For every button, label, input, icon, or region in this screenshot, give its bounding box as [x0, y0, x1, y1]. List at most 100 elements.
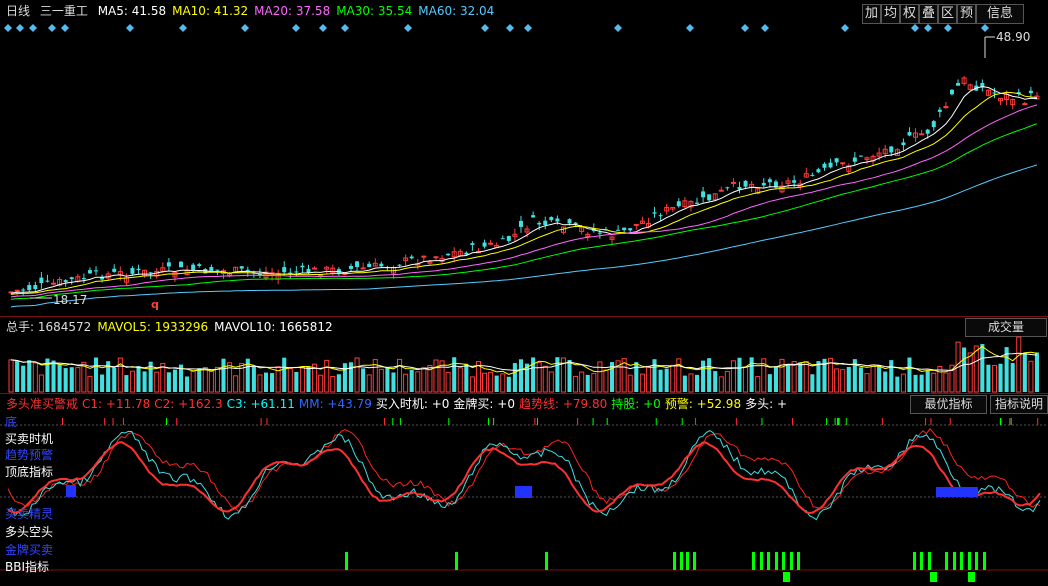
indicator-label: 趋势预警: [5, 448, 54, 462]
candle-body: [506, 236, 511, 241]
indicator-line: [7, 430, 1041, 521]
candle-body: [567, 219, 572, 224]
signal-diamond: [4, 24, 12, 32]
candle-body: [695, 202, 700, 204]
volume-bar: [112, 367, 117, 392]
volume-bar: [100, 374, 105, 392]
buy-signal-bar: [782, 552, 785, 570]
volume-bar: [542, 365, 548, 393]
volume-bar: [810, 374, 815, 392]
toolbar-button[interactable]: 权: [900, 4, 919, 24]
candle-body: [834, 158, 839, 163]
volume-bar: [895, 376, 900, 392]
indicator-label: 顶底指标: [5, 465, 54, 479]
volume-bar: [208, 371, 214, 393]
candle-body: [773, 181, 778, 188]
signal-block: [66, 485, 76, 497]
volume-bar: [336, 374, 341, 392]
indicator-help-button[interactable]: 指标说明: [990, 395, 1048, 414]
volume-bar: [652, 359, 657, 392]
signal-marker: q: [151, 298, 159, 311]
buy-signal-bar: [790, 552, 793, 570]
buy-signal-bar: [953, 552, 956, 570]
toolbar-button[interactable]: 信息: [976, 4, 1024, 24]
signal-diamond: [61, 24, 69, 32]
candle-body: [701, 191, 706, 198]
volume-bar: [925, 370, 930, 392]
volume-bar: [889, 360, 894, 392]
volume-bar: [378, 368, 384, 393]
toolbar-button[interactable]: 区: [938, 4, 957, 24]
indicator-label: 多头空头: [5, 525, 54, 539]
candle-body: [537, 222, 542, 225]
volume-indicator-separator: [0, 393, 1048, 394]
volume-bar: [142, 371, 147, 392]
volume-bar: [190, 371, 196, 393]
volume-bar: [973, 345, 979, 393]
volume-bar: [385, 367, 390, 392]
candle-body: [288, 272, 293, 274]
volume-bar: [15, 361, 20, 392]
volume-bar: [870, 364, 876, 393]
volume-bar: [312, 363, 318, 393]
volume-bar: [688, 373, 694, 393]
volume-bar: [1010, 363, 1015, 392]
volume-bar: [299, 366, 305, 393]
candle-body: [822, 163, 827, 168]
toolbar-button[interactable]: 叠: [919, 4, 938, 24]
candle-body: [348, 265, 353, 269]
volume-average-line: [10, 352, 1038, 372]
candle-body: [470, 243, 475, 245]
volume-bar: [658, 369, 663, 392]
volume-bar: [354, 357, 360, 393]
candle-body: [524, 228, 530, 233]
candle-body: [1028, 90, 1033, 94]
volume-bar: [361, 368, 366, 392]
ma-legend: MA5: 41.58 MA10: 41.32 MA20: 37.58 MA30: 35…: [98, 4, 501, 18]
volume-bar: [117, 357, 123, 393]
candle-body: [172, 271, 178, 278]
candle-body: [943, 106, 949, 109]
volume-bar: [767, 374, 772, 392]
buy-signal-bar: [345, 552, 348, 570]
volume-bar: [548, 371, 554, 393]
toolbar-button[interactable]: 均: [881, 4, 900, 24]
volume-bar: [372, 359, 378, 393]
candle-body: [785, 180, 791, 184]
indicator-line: [7, 441, 1041, 515]
volume-indicator-button[interactable]: 成交量: [965, 318, 1047, 337]
signal-diamond: [29, 24, 37, 32]
candle-body: [597, 232, 602, 234]
candle-body: [664, 206, 670, 212]
toolbar-button[interactable]: 预: [957, 4, 976, 24]
buy-signal-bar: [928, 552, 931, 570]
volume-bar: [907, 357, 912, 392]
volume-bar: [943, 372, 949, 393]
ma-legend-item: MA30: 35.54: [336, 4, 413, 18]
volume-bar: [560, 357, 566, 393]
best-indicator-button[interactable]: 最优指标: [910, 395, 987, 414]
buy-signal-bar: [797, 552, 800, 570]
volume-bar: [791, 361, 797, 393]
candle-body: [257, 273, 262, 275]
candle-body: [57, 279, 63, 286]
signal-diamond: [686, 24, 694, 32]
moving-average-line: [10, 104, 1038, 298]
volume-bar: [421, 366, 427, 393]
candle-body: [543, 220, 548, 225]
volume-bar: [57, 364, 62, 392]
signal-diamond: [179, 24, 187, 32]
toolbar-button[interactable]: 加: [862, 4, 881, 24]
period-label[interactable]: 日线: [6, 4, 31, 18]
volume-bar: [1022, 352, 1027, 392]
volume-bar: [536, 362, 542, 393]
candle-body: [215, 269, 220, 271]
volume-bar: [967, 352, 973, 393]
moving-average-line: [10, 123, 1038, 300]
candle-body: [931, 121, 936, 128]
volume-bar: [93, 357, 99, 392]
buy-signal-bar: [945, 552, 948, 570]
volume-header: 总手: 1684572 MAVOL5: 1933296 MAVOL10: 16658…: [6, 317, 339, 337]
candle-body: [925, 129, 930, 134]
